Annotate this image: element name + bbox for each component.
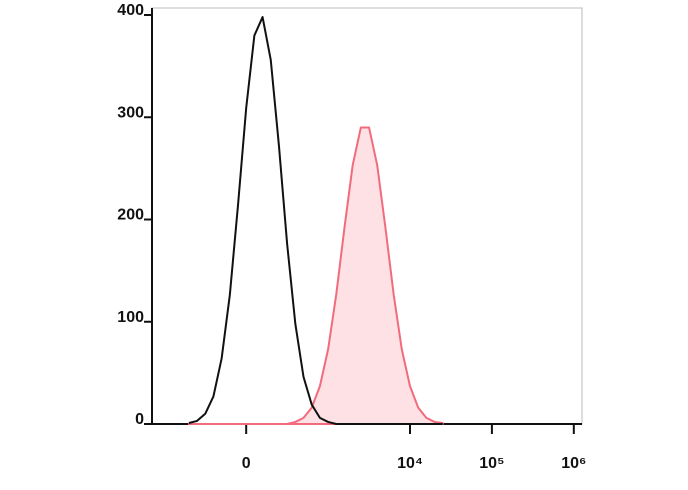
x-tick-label: 10⁴	[397, 455, 423, 472]
x-tick-label: 0	[242, 455, 251, 472]
y-tick-label: 0	[135, 411, 144, 428]
x-tick-label: 10⁶	[561, 455, 586, 472]
y-tick-label: 400	[117, 2, 144, 19]
histogram-trace	[188, 16, 443, 425]
histogram-trace	[187, 126, 444, 425]
y-tick-label: 100	[117, 309, 144, 326]
y-tick-label: 300	[117, 104, 144, 121]
y-tick-label: 200	[117, 207, 144, 224]
x-tick-label: 10⁵	[479, 455, 504, 472]
